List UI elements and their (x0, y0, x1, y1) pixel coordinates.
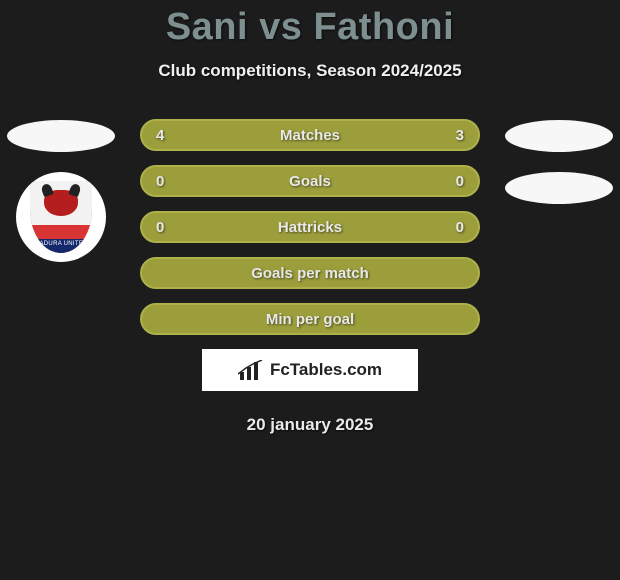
stat-label: Hattricks (176, 219, 444, 236)
footer-date: 20 january 2025 (0, 415, 620, 435)
stat-value-left: 4 (156, 127, 176, 144)
stat-label: Goals (176, 173, 444, 190)
club-crest: MADURA UNITED (30, 181, 92, 253)
stat-row-goals-per-match: Goals per match (140, 257, 480, 289)
watermark-text: FcTables.com (270, 360, 382, 380)
stat-label: Min per goal (176, 311, 444, 328)
stat-row-hattricks: 0 Hattricks 0 (140, 211, 480, 243)
club-name-band: MADURA UNITED (30, 239, 92, 253)
stat-value-right: 0 (444, 219, 464, 236)
comparison-subtitle: Club competitions, Season 2024/2025 (0, 61, 620, 81)
stat-value-left: 0 (156, 219, 176, 236)
player-photo-placeholder (505, 120, 613, 152)
bull-icon (44, 190, 78, 216)
stat-row-min-per-goal: Min per goal (140, 303, 480, 335)
comparison-title: Sani vs Fathoni (0, 0, 620, 49)
bar-chart-icon (238, 360, 264, 380)
club-badge-placeholder (505, 172, 613, 204)
club-badge: MADURA UNITED (16, 172, 106, 262)
stat-value-left: 0 (156, 173, 176, 190)
watermark: FcTables.com (202, 349, 418, 391)
stats-table: 4 Matches 3 0 Goals 0 0 Hattricks 0 Goal… (140, 119, 480, 335)
stat-label: Goals per match (176, 265, 444, 282)
stat-value-right: 0 (444, 173, 464, 190)
left-player-badges: MADURA UNITED (6, 120, 116, 262)
club-crest-emblem (30, 181, 92, 225)
player-photo-placeholder (7, 120, 115, 152)
stat-label: Matches (176, 127, 444, 144)
stat-row-matches: 4 Matches 3 (140, 119, 480, 151)
right-player-badges (504, 120, 614, 204)
stat-value-right: 3 (444, 127, 464, 144)
stat-row-goals: 0 Goals 0 (140, 165, 480, 197)
